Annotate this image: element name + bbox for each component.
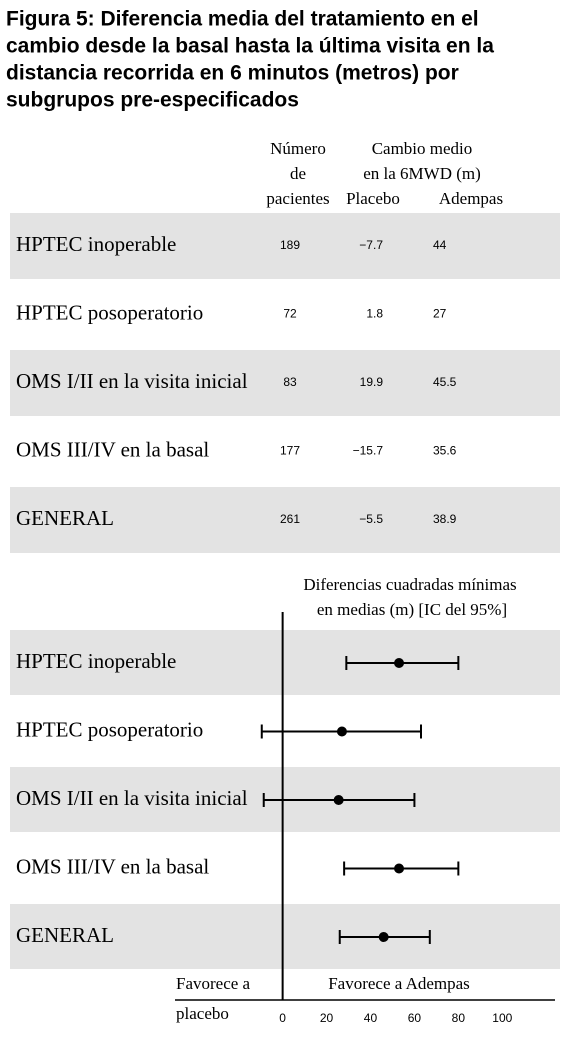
row-label: HPTEC posoperatorio [16,717,203,741]
cell: −7.7 [359,238,383,252]
x-tick-label: 20 [320,1011,334,1025]
cell: 83 [283,375,297,389]
row-band [10,904,560,969]
cell: 261 [280,512,300,526]
column-header: en la 6MWD (m) [363,164,481,183]
point [394,658,405,668]
figure-title: cambio desde la basal hasta la última vi… [6,35,494,58]
row-band [10,213,560,279]
chart-title: Diferencias cuadradas mínimas [303,575,516,594]
row-label: HPTEC inoperable [16,649,176,673]
x-tick-label: 0 [279,1011,286,1025]
column-header: Cambio medio [372,139,473,158]
cell: 19.9 [360,375,384,389]
axis-label: Favorece a Adempas [328,974,470,993]
column-header: de [290,164,306,183]
point [333,795,344,805]
row-label: OMS I/II en la visita inicial [16,369,248,393]
cell: −5.5 [359,512,383,526]
cell: 35.6 [433,444,457,458]
row-label: GENERAL [16,923,114,947]
cell: 38.9 [433,512,457,526]
cell: 45.5 [433,375,457,389]
x-tick-label: 80 [452,1011,466,1025]
x-tick-label: 100 [492,1011,512,1025]
row-band [10,350,560,416]
row-label: OMS III/IV en la basal [16,854,209,878]
column-header: Placebo [346,189,400,208]
cell: 189 [280,238,300,252]
point [336,726,347,737]
cell: 177 [280,444,300,458]
row-label: OMS III/IV en la basal [16,437,209,461]
cell: 27 [433,307,447,321]
cell: −15.7 [353,444,384,458]
row-label: HPTEC inoperable [16,232,176,256]
column-header: Número [270,139,326,158]
axis-label: Favorece a [176,974,251,993]
axis-label: placebo [176,1004,229,1023]
row-label: GENERAL [16,506,114,530]
figure-title: Figura 5: Diferencia media del tratamien… [6,8,479,31]
row-label: OMS I/II en la visita inicial [16,786,248,810]
figure-title: distancia recorrida en 6 minutos (metros… [6,62,459,85]
x-tick-label: 60 [408,1011,422,1025]
row-label: HPTEC posoperatorio [16,300,203,324]
x-tick-label: 40 [364,1011,378,1025]
cell: 72 [283,307,297,321]
row-band [10,487,560,553]
cell: 44 [433,238,447,252]
figure-title: subgrupos pre-especificados [6,89,299,112]
row-band [10,630,560,695]
point [394,863,405,874]
column-header: pacientes [266,189,329,208]
column-header: Adempas [439,189,503,208]
cell: 1.8 [366,307,383,321]
chart-title: en medias (m) [IC del 95%] [317,600,507,619]
point [378,932,389,942]
